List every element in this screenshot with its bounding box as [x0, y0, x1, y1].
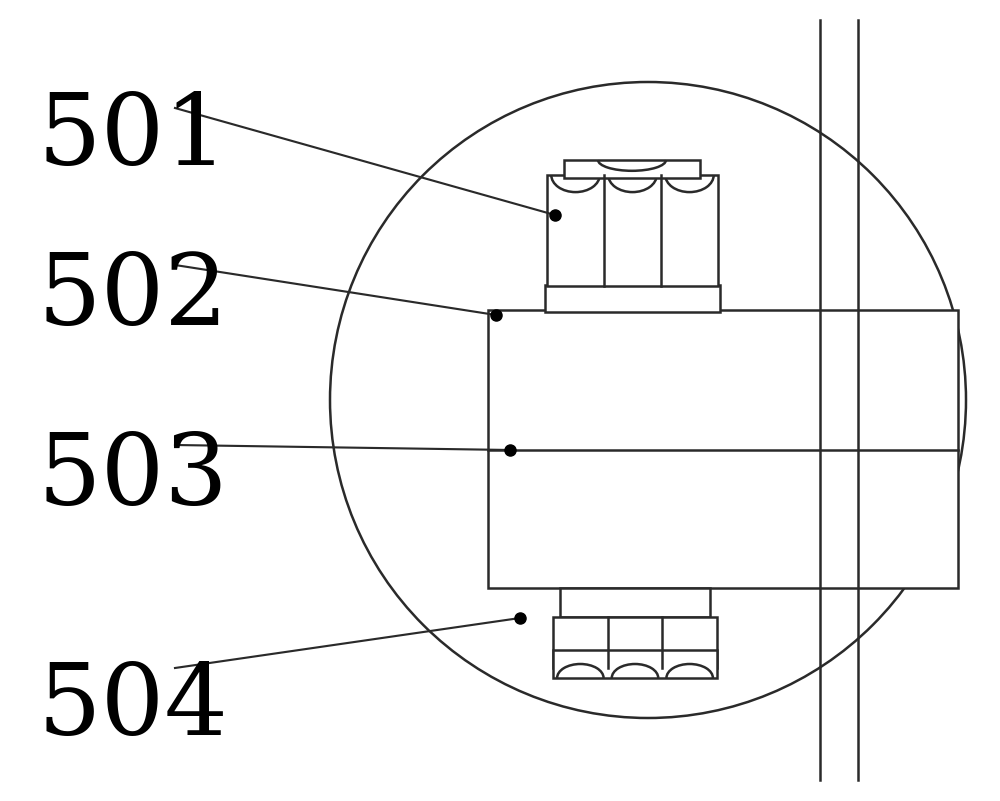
Bar [547, 175, 718, 286]
Bar [553, 650, 717, 678]
Text: 503: 503 [38, 430, 229, 525]
Bar [560, 588, 710, 617]
Bar [553, 617, 717, 668]
Text: 501: 501 [38, 90, 229, 186]
Bar [564, 160, 700, 178]
Bar [488, 310, 958, 588]
Bar [545, 285, 720, 312]
Text: 504: 504 [38, 660, 229, 756]
Text: 502: 502 [38, 250, 229, 346]
